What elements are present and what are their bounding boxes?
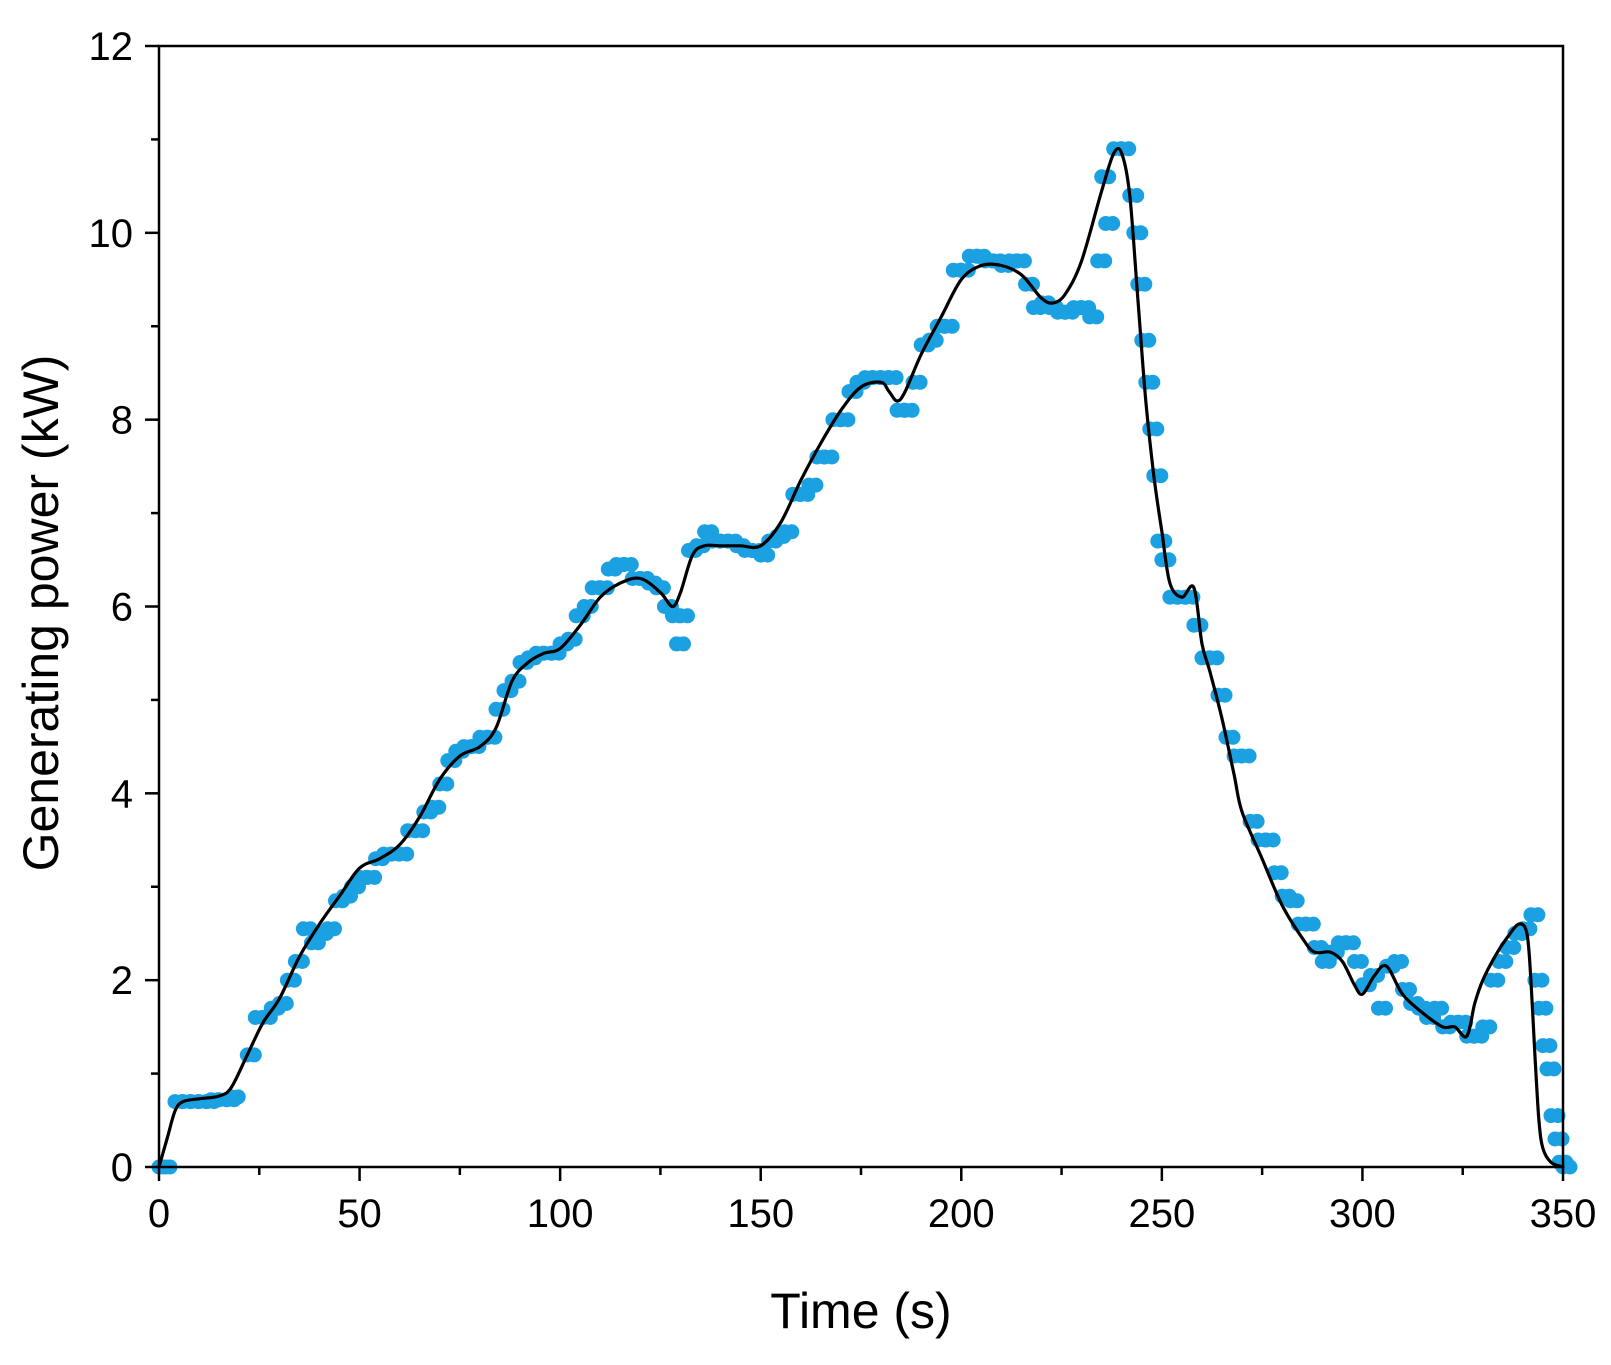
data-point	[1498, 954, 1514, 969]
data-point	[1089, 309, 1105, 325]
data-point	[676, 636, 691, 652]
data-point	[1273, 865, 1289, 881]
data-point	[431, 799, 447, 815]
fit-line	[157, 146, 1565, 1169]
y-tick-label: 2	[111, 959, 133, 1003]
x-tick-label: 300	[1329, 1192, 1396, 1236]
data-point	[599, 580, 615, 596]
data-point	[808, 477, 824, 493]
data-point	[1538, 1000, 1554, 1016]
x-axis-title: Time (s)	[770, 1283, 951, 1339]
data-point	[399, 846, 415, 862]
data-point	[760, 547, 776, 563]
x-tick-label: 200	[928, 1192, 995, 1236]
data-point	[1434, 1000, 1450, 1016]
data-point	[1225, 729, 1241, 745]
data-point	[1217, 687, 1233, 703]
data-point	[1145, 374, 1161, 390]
data-point	[944, 318, 960, 334]
data-point	[623, 557, 639, 572]
data-point	[327, 921, 342, 937]
data-point	[1345, 935, 1361, 951]
x-tick-label: 0	[148, 1192, 170, 1236]
data-point	[1141, 332, 1157, 348]
data-point	[784, 524, 800, 540]
data-point	[1105, 216, 1121, 231]
data-point	[904, 402, 920, 418]
data-point	[1378, 1000, 1393, 1016]
data-point	[1534, 972, 1550, 988]
x-tick-labels: 0 50 100 150 200 250 300 350	[148, 1192, 1597, 1236]
data-point	[1133, 225, 1149, 241]
x-tick-label: 150	[727, 1192, 794, 1236]
axis-ticks	[145, 44, 1565, 1181]
data-point	[1249, 813, 1265, 829]
data-point	[1546, 1061, 1562, 1077]
x-tick-label: 250	[1128, 1192, 1195, 1236]
y-tick-label: 10	[89, 212, 134, 256]
data-point	[840, 412, 856, 428]
y-tick-label: 0	[111, 1146, 133, 1190]
y-tick-label: 4	[111, 772, 133, 816]
data-point	[1265, 832, 1281, 848]
x-tick-label: 350	[1530, 1192, 1597, 1236]
data-point	[1209, 650, 1225, 666]
y-axis-title: Generating power (kW)	[13, 355, 69, 872]
data-point	[439, 776, 455, 792]
data-point	[278, 996, 294, 1011]
y-tick-label: 8	[111, 399, 133, 443]
plot-frame	[157, 44, 1565, 1169]
data-point	[415, 823, 431, 839]
data-point	[1394, 954, 1409, 969]
data-point	[1137, 276, 1153, 292]
data-point	[655, 580, 671, 596]
data-point	[1506, 940, 1522, 955]
data-point	[1289, 893, 1305, 909]
data-point	[1562, 1159, 1578, 1175]
data-point	[1097, 253, 1113, 269]
data-point	[367, 869, 383, 885]
data-point	[1153, 468, 1169, 484]
x-tick-label: 100	[527, 1192, 594, 1236]
data-point	[680, 608, 695, 624]
data-point	[1482, 1019, 1498, 1035]
data-point	[1129, 188, 1145, 203]
data-point	[912, 374, 928, 390]
data-point	[1016, 253, 1032, 269]
data-point	[1490, 972, 1506, 988]
data-point	[824, 449, 840, 465]
data-point	[1157, 533, 1173, 549]
y-tick-label: 6	[111, 586, 133, 630]
data-point	[888, 370, 904, 386]
data-point	[230, 1089, 246, 1105]
data-point	[1149, 421, 1165, 437]
data-point	[1241, 748, 1257, 764]
x-tick-label: 50	[337, 1192, 382, 1236]
data-point	[1530, 907, 1546, 923]
data-point	[1542, 1038, 1558, 1054]
data-point	[1305, 916, 1321, 932]
data-point	[1121, 141, 1137, 157]
y-tick-labels: 0 2 4 6 8 10 12	[89, 25, 134, 1190]
data-point	[1353, 954, 1369, 969]
data-point	[1402, 982, 1417, 997]
data-point	[928, 332, 944, 348]
y-tick-label: 12	[89, 25, 134, 69]
